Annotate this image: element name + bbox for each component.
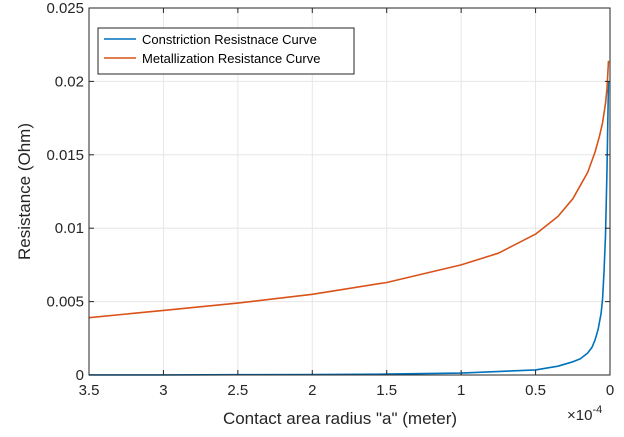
y-tick-label: 0.01: [55, 220, 84, 237]
x-tick-label: 1: [457, 382, 465, 399]
x-tick-label: 1.5: [376, 382, 397, 399]
legend: Constriction Resistnace Curve Metallizati…: [97, 27, 355, 75]
x-axis-exponent: ×10-4: [567, 404, 602, 424]
legend-box: [97, 27, 355, 75]
y-tick-label: 0.015: [46, 147, 84, 164]
axes-box: [88, 7, 611, 376]
x-tick-label: 2: [308, 382, 316, 399]
y-tick-label: 0.005: [46, 294, 84, 311]
x-tick-label: 2.5: [227, 382, 248, 399]
x-tick-label: 3.5: [79, 382, 100, 399]
ticks: 3.5 3 2.5 2 1.5 1 0.5 0 0 0.005 0.01 0.015 0.02 0.025: [46, 0, 614, 399]
x-tick-label: 0.5: [525, 382, 546, 399]
legend-label-1: Constriction Resistnace Curve: [142, 32, 317, 47]
series-line-2: [88, 60, 610, 319]
y-axis-label: Resistance (Ohm): [15, 123, 34, 260]
y-tick-label: 0.025: [46, 0, 84, 17]
x-axis-label: Contact area radius "a" (meter): [223, 409, 457, 428]
legend-label-2: Metallization Resistance Curve: [142, 51, 320, 66]
y-tick-label: 0.02: [55, 73, 84, 90]
x-tick-label: 3: [159, 382, 167, 399]
series-group: [88, 60, 610, 376]
y-tick-label: 0: [76, 367, 84, 384]
x-exponent-power: -4: [592, 404, 602, 416]
x-exponent-base: ×10: [567, 407, 592, 424]
x-tick-label: 0: [606, 382, 614, 399]
